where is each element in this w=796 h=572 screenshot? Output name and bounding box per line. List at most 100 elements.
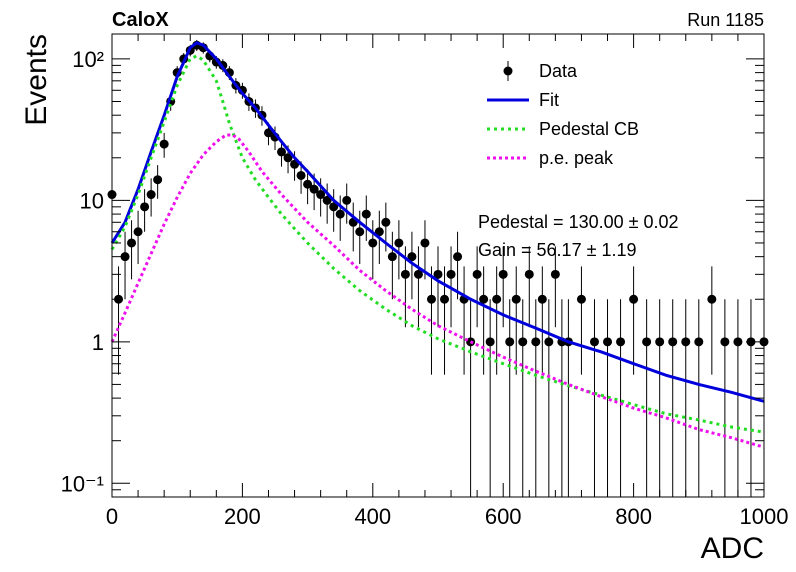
data-point-marker [505, 337, 515, 347]
data-point-marker [720, 337, 730, 347]
data-point [433, 246, 443, 328]
pedestal-curve [110, 54, 765, 434]
legend-data-marker [503, 66, 513, 76]
x-axis-title: ADC [701, 532, 764, 565]
data-point [589, 299, 599, 497]
data-point [733, 299, 743, 497]
data-point [642, 299, 652, 497]
data-point [361, 195, 371, 241]
data-point [133, 210, 143, 264]
data-point-marker [616, 337, 626, 347]
data-point-marker [407, 252, 417, 262]
plot-area [107, 39, 769, 497]
data-point [576, 266, 586, 375]
data-point [322, 183, 332, 224]
data-point-marker [537, 294, 547, 304]
data-point [120, 231, 130, 300]
data-point-marker [394, 238, 404, 248]
data-point [277, 140, 287, 167]
data-point-marker [309, 184, 319, 194]
pedestal-stat: Pedestal = 130.00 ± 0.02 [478, 212, 679, 232]
data-point-marker [153, 175, 163, 185]
data-point-marker [133, 227, 143, 237]
data-point [420, 220, 430, 280]
legend-label: Data [539, 61, 578, 81]
pe-peak-curve [110, 133, 765, 449]
x-tick-label: 200 [224, 504, 261, 529]
x-tick-label: 1000 [740, 504, 789, 529]
data-point-marker [485, 337, 495, 347]
data-point [355, 210, 365, 264]
data-point [479, 266, 489, 375]
data-point [720, 299, 730, 497]
data-point-marker [159, 139, 169, 149]
data-point [140, 189, 150, 232]
data-point-marker [550, 269, 560, 279]
data-point [629, 266, 639, 375]
data-point [159, 132, 169, 158]
data-point [472, 246, 482, 328]
y-tick-label: 10² [72, 47, 104, 72]
data-point-marker [642, 337, 652, 347]
legend-label: Pedestal CB [539, 119, 639, 139]
data-point-marker [263, 128, 273, 138]
data-point-marker [440, 294, 450, 304]
y-axis-title: Events [20, 34, 53, 126]
data-point-marker [322, 195, 332, 205]
data-point [329, 189, 339, 232]
data-point [544, 299, 554, 497]
data-point [407, 231, 417, 300]
data-point [616, 299, 626, 497]
data-point [114, 266, 124, 375]
gain-stat: Gain = 56.17 ± 1.19 [478, 240, 637, 260]
data-point-marker [479, 294, 489, 304]
data-point [303, 169, 313, 205]
data-point-marker [524, 269, 534, 279]
legend: Data Fit Pedestal CB p.e. peak [487, 61, 639, 168]
data-point-marker [668, 337, 678, 347]
data-point-marker [433, 269, 443, 279]
data-point [453, 231, 463, 300]
data-point [524, 246, 534, 328]
legend-entry: Pedestal CB [487, 119, 639, 139]
data-point [550, 246, 560, 328]
data-point [668, 299, 678, 497]
data-point-marker [355, 227, 365, 237]
data-point-marker [531, 337, 541, 347]
data-point-marker [400, 269, 410, 279]
data-point-marker [283, 153, 293, 163]
data-point-marker [120, 252, 130, 262]
data-point-marker [277, 147, 287, 157]
data-point-marker [603, 337, 613, 347]
data-point [492, 266, 502, 375]
data-point-marker [342, 195, 352, 205]
x-tick-label: 0 [106, 504, 118, 529]
data-point-marker [329, 202, 339, 212]
legend-entry: p.e. peak [487, 148, 614, 168]
data-point [146, 178, 156, 217]
data-point [153, 165, 163, 199]
data-point-marker [576, 294, 586, 304]
data-point-marker [387, 252, 397, 262]
data-point [368, 220, 378, 280]
data-point [518, 299, 528, 497]
data-point-marker [127, 238, 137, 248]
data-point-marker [381, 217, 391, 227]
data-point-marker [446, 269, 456, 279]
data-point-marker [589, 337, 599, 347]
data-point-marker [420, 238, 430, 248]
data-point-marker [146, 190, 156, 200]
y-tick-label: 1 [92, 330, 104, 355]
x-tick-label: 800 [615, 504, 652, 529]
data-point [537, 266, 547, 375]
y-tick-label: 10 [80, 188, 104, 213]
axes: 0 200 400 600 800 1000 10⁻¹ 1 10 10² [61, 33, 789, 529]
data-point-marker [453, 252, 463, 262]
data-point-marker [472, 269, 482, 279]
data-point [681, 299, 691, 497]
data-point [426, 266, 436, 375]
data-point [707, 266, 717, 375]
data-point [127, 220, 137, 280]
